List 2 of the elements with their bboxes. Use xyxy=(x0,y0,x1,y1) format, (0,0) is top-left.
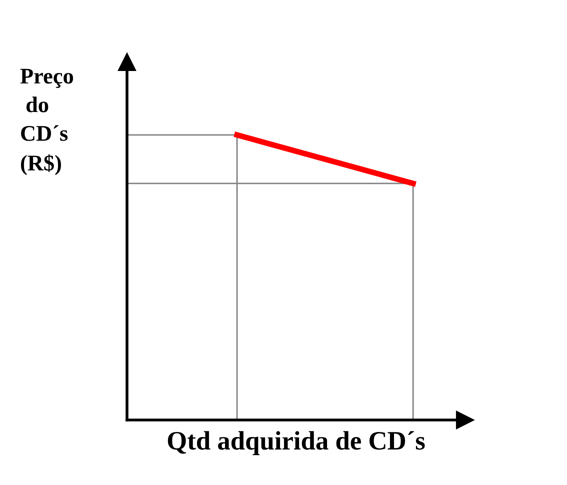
x-axis-title: Qtd adquirida de CD´s xyxy=(168,431,425,456)
y-axis-title: Preço do CD´s (R$) xyxy=(20,68,74,176)
